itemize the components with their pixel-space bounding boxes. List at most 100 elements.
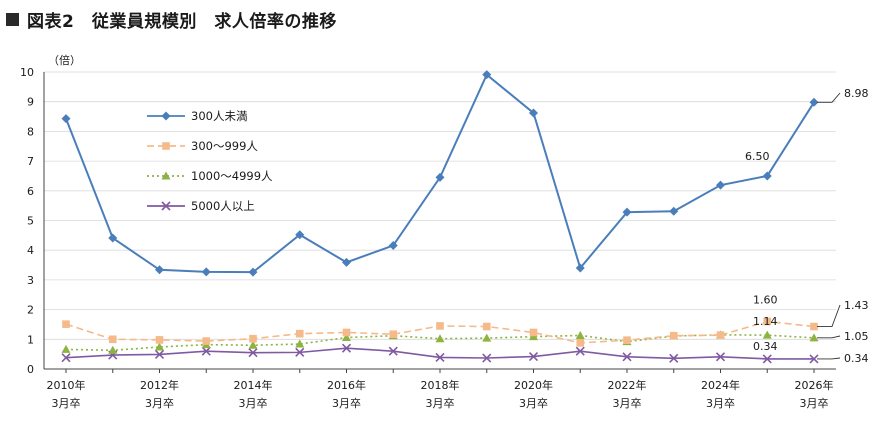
leader-line <box>817 92 841 103</box>
data-point-1 <box>436 322 444 330</box>
x-marker-stroke <box>482 353 492 363</box>
x-tick-label: 2010年 <box>47 378 86 392</box>
x-marker-stroke <box>248 348 258 358</box>
x-marker-stroke <box>715 352 726 362</box>
x-marker-stroke <box>201 346 211 356</box>
y-tick-label: 8 <box>27 125 34 138</box>
x-tick-label: 2024年 <box>701 378 740 392</box>
data-point-3 <box>528 351 539 362</box>
data-point-0 <box>342 257 351 267</box>
data-point-2 <box>482 333 492 342</box>
data-point-1 <box>108 335 117 344</box>
x-tick-sublabel: 3月卒 <box>239 396 268 410</box>
data-point-1 <box>810 322 818 331</box>
x-marker-stroke <box>295 347 305 357</box>
data-point-0 <box>622 207 632 217</box>
data-point-1 <box>389 330 398 339</box>
data-point-0 <box>248 267 258 277</box>
data-point-1 <box>763 317 772 326</box>
data-point-1 <box>623 336 631 344</box>
x-tick-sublabel: 3月卒 <box>145 396 174 410</box>
data-point-0 <box>295 230 305 240</box>
y-tick-label: 1 <box>27 333 34 346</box>
y-tick-label: 7 <box>27 155 34 168</box>
data-point-1 <box>155 336 164 344</box>
leader-line <box>817 357 841 360</box>
x-marker-stroke <box>161 201 171 211</box>
chart-title: 図表2 従業員規模別 求人倍率の推移 <box>27 11 337 32</box>
y-tick-label: 10 <box>20 66 34 79</box>
end-value-label: 1.43 <box>844 299 869 312</box>
data-point-3 <box>482 353 492 363</box>
end-value-label: 1.05 <box>844 330 869 343</box>
data-point-3 <box>248 348 258 358</box>
data-point-3 <box>575 346 585 356</box>
end-value-label: 0.34 <box>844 352 869 365</box>
data-point-1 <box>529 328 538 337</box>
data-point-0 <box>435 172 445 182</box>
x-tick-label: 2016年 <box>327 378 366 392</box>
data-point-1 <box>202 337 211 345</box>
data-point-2 <box>295 339 305 348</box>
x-marker-stroke <box>61 353 71 363</box>
y-axis-label: （倍） <box>48 53 81 67</box>
data-point-0 <box>762 171 772 181</box>
data-point-2 <box>108 345 118 354</box>
end-value-label: 8.98 <box>844 87 869 100</box>
data-point-2 <box>248 340 258 349</box>
data-point-2 <box>435 334 445 343</box>
data-label: 1.14 <box>753 315 778 328</box>
legend-label-0: 300人未満 <box>191 109 247 123</box>
data-point-2 <box>342 333 351 342</box>
x-tick-label: 2018年 <box>421 378 460 392</box>
x-marker-stroke <box>154 349 165 360</box>
square-bullet-icon <box>6 12 19 26</box>
y-tick-label: 5 <box>27 215 34 228</box>
data-point-0 <box>529 108 538 118</box>
data-point-3 <box>622 352 632 362</box>
data-point-1 <box>295 329 304 338</box>
x-tick-sublabel: 3月卒 <box>52 396 81 410</box>
x-marker-stroke <box>435 352 445 362</box>
y-tick-label: 6 <box>27 185 34 198</box>
x-tick-label: 2026年 <box>795 378 834 392</box>
data-point-0 <box>575 263 585 273</box>
data-point-1 <box>249 334 257 343</box>
data-point-0 <box>482 70 492 80</box>
data-point-2 <box>809 333 819 342</box>
legend-marker-2 <box>161 171 171 180</box>
data-point-1 <box>576 339 585 347</box>
data-point-3 <box>388 346 398 356</box>
data-point-2 <box>575 330 585 339</box>
data-point-0 <box>716 180 725 190</box>
x-marker-stroke <box>669 353 679 363</box>
data-point-2 <box>155 342 164 351</box>
legend-marker-0 <box>161 111 171 121</box>
x-tick-label: 2020年 <box>514 378 553 392</box>
y-tick-label: 0 <box>27 363 34 376</box>
data-point-0 <box>809 97 819 107</box>
data-point-2 <box>762 330 772 339</box>
data-point-0 <box>61 114 71 124</box>
legend-marker-3 <box>161 201 171 211</box>
data-point-3 <box>154 349 165 360</box>
chart-title-row: 図表2 従業員規模別 求人倍率の推移 <box>6 6 337 32</box>
legend-label-2: 1000～4999人 <box>191 169 273 183</box>
data-point-3 <box>341 343 352 353</box>
data-point-0 <box>669 206 679 216</box>
data-point-0 <box>388 240 398 250</box>
data-point-1 <box>342 328 351 337</box>
x-marker-stroke <box>762 354 772 364</box>
data-point-1 <box>716 331 725 339</box>
x-marker-stroke <box>388 346 398 356</box>
data-point-3 <box>669 353 679 363</box>
legend-label-1: 300～999人 <box>191 139 258 153</box>
x-tick-sublabel: 3月卒 <box>332 396 361 410</box>
data-point-3 <box>809 354 819 364</box>
x-tick-label: 2022年 <box>608 378 647 392</box>
y-tick-label: 9 <box>27 96 34 109</box>
data-point-2 <box>61 344 71 353</box>
data-point-3 <box>295 347 305 357</box>
x-marker-stroke <box>622 352 632 362</box>
data-point-1 <box>482 322 491 331</box>
